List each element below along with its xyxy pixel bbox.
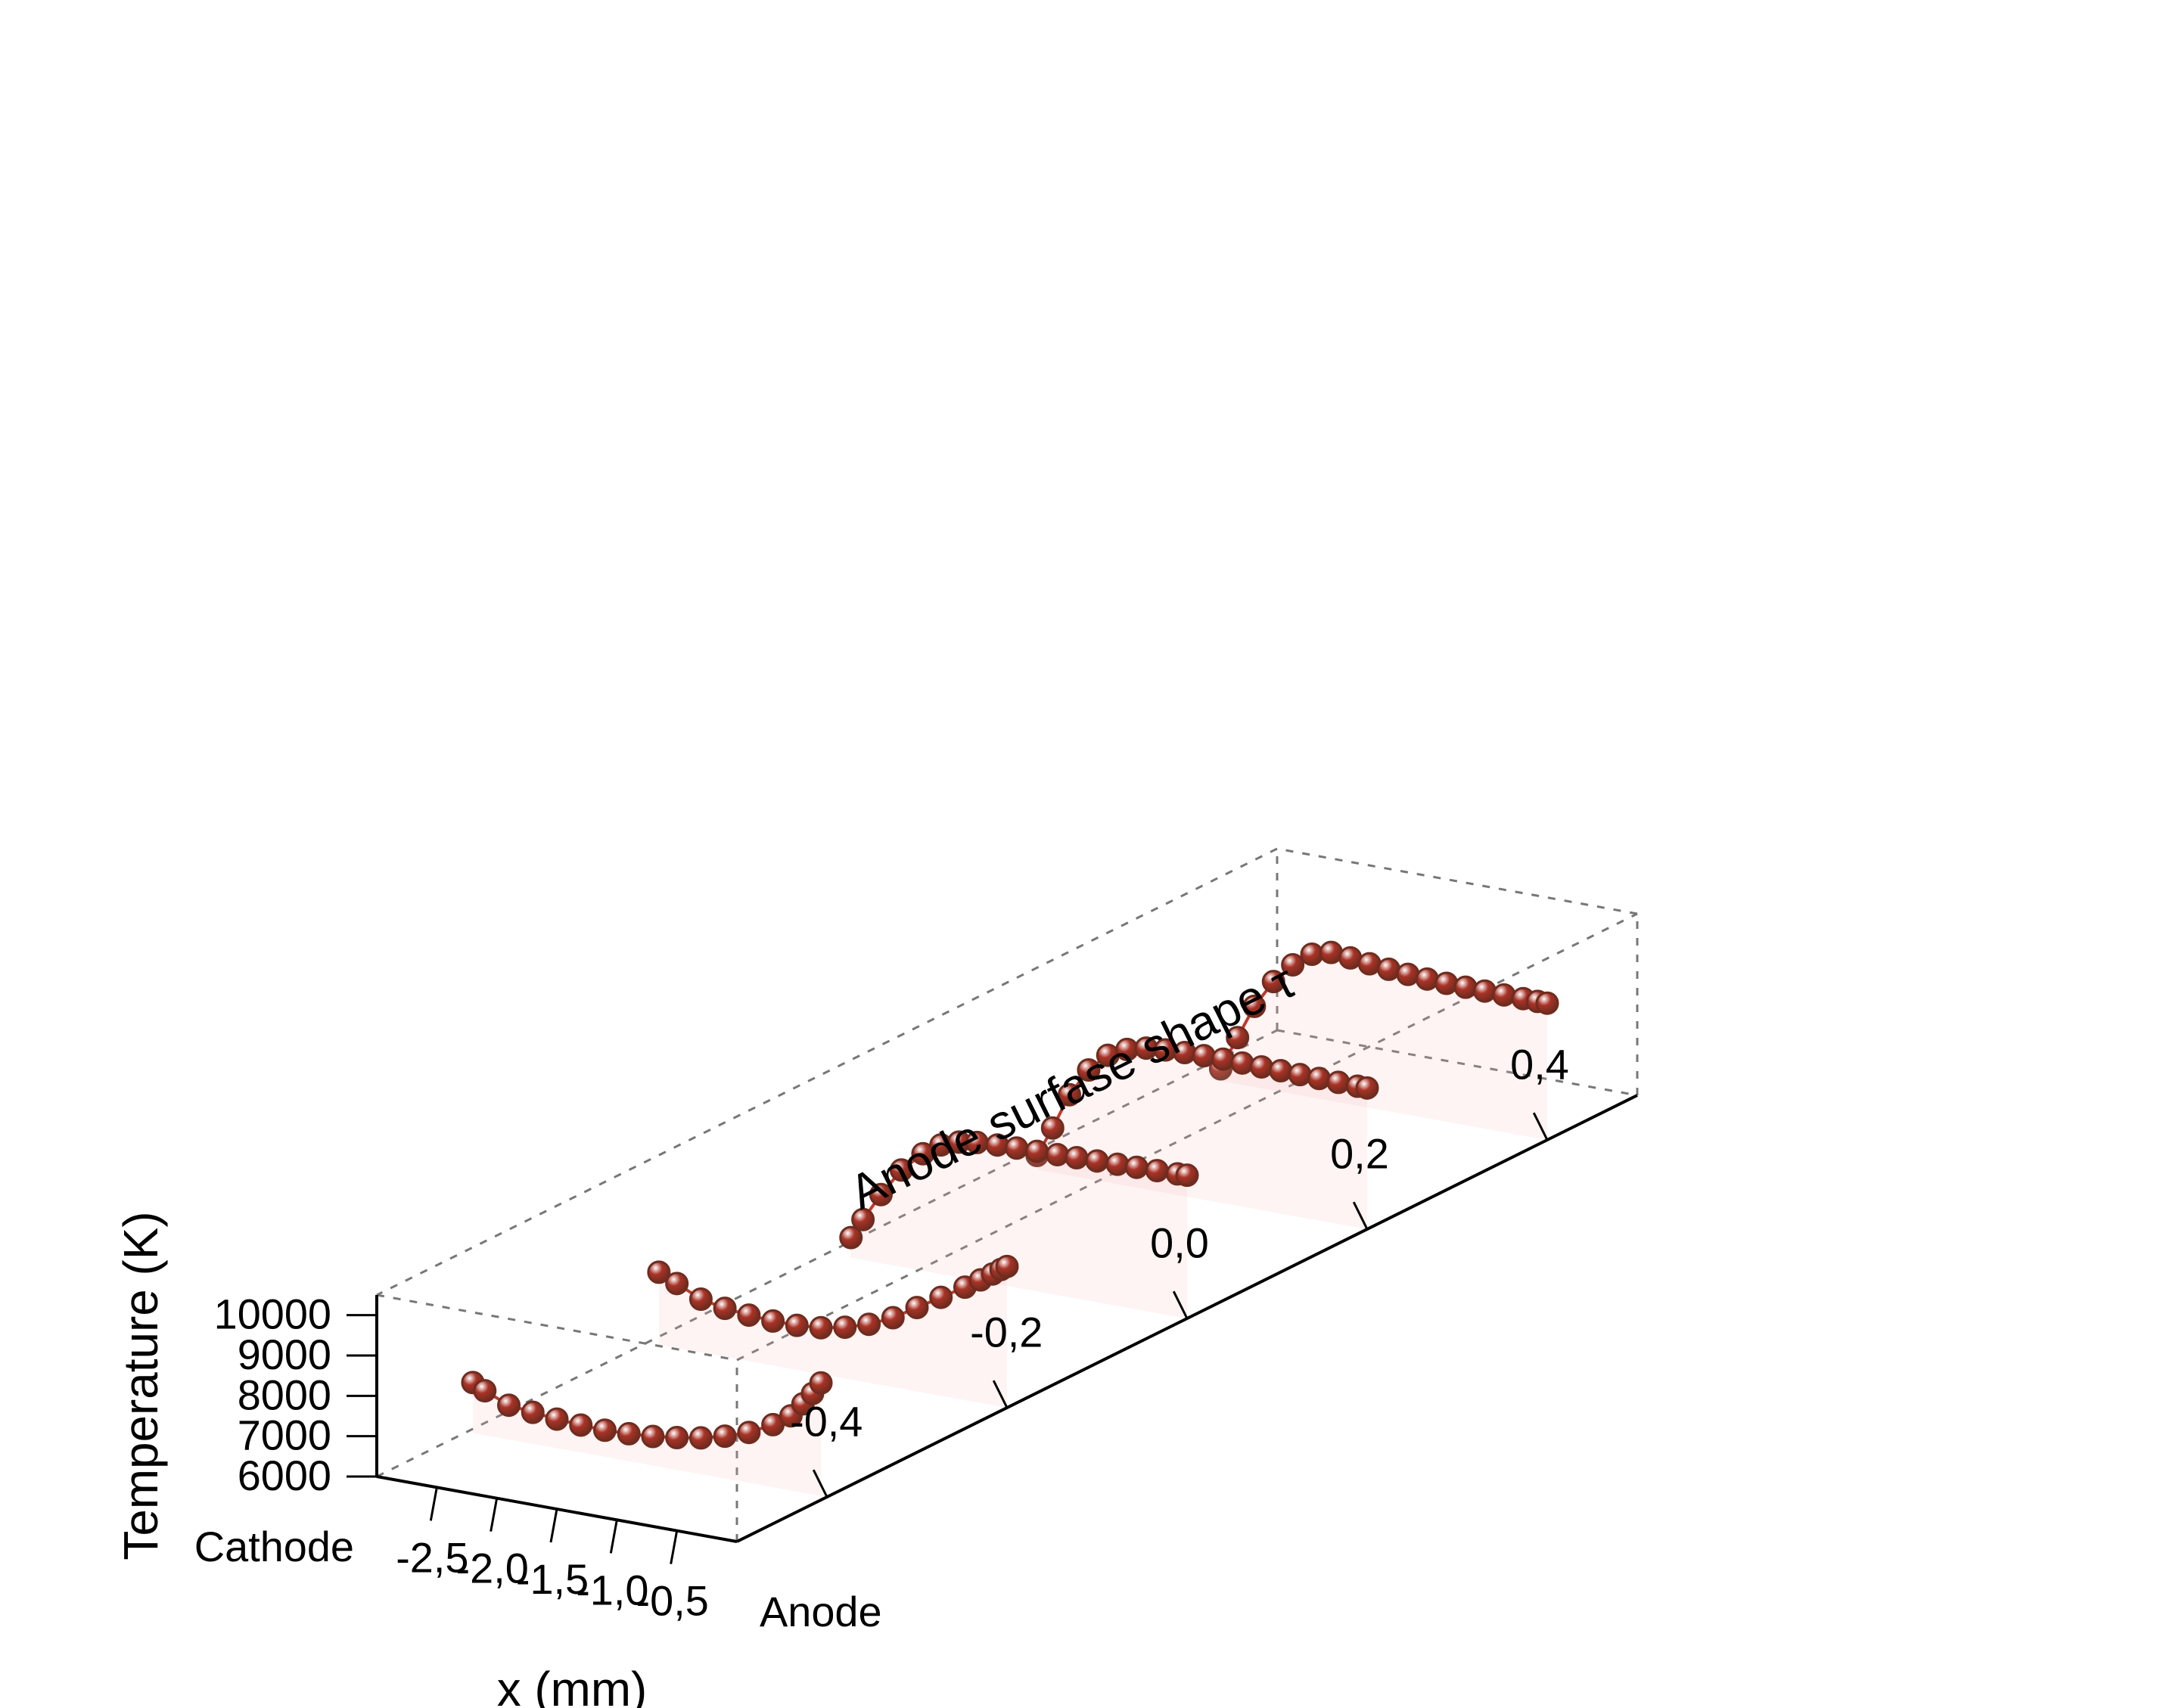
x-tick-label: -0,5 [636, 1577, 709, 1625]
data-marker [1379, 958, 1400, 980]
y-tick-label: 0,0 [1150, 1219, 1209, 1266]
x-end-label-cathode: Cathode [194, 1523, 354, 1570]
data-marker [738, 1305, 760, 1326]
data-marker [594, 1420, 615, 1441]
data-marker [522, 1402, 543, 1423]
data-marker [1340, 947, 1361, 968]
data-marker [1397, 964, 1419, 985]
data-marker [667, 1273, 688, 1294]
z-tick-label: 10000 [214, 1290, 331, 1338]
data-marker [690, 1289, 711, 1310]
y-tick-label: -0,4 [790, 1397, 863, 1445]
data-marker [1455, 977, 1476, 998]
data-marker [1251, 1056, 1272, 1077]
data-marker [1107, 1154, 1128, 1175]
data-marker [835, 1317, 856, 1338]
data-marker [1086, 1151, 1108, 1172]
data-marker [1176, 1165, 1198, 1186]
data-marker [714, 1298, 735, 1319]
data-marker [618, 1423, 639, 1444]
data-marker [690, 1427, 711, 1449]
data-marker [1270, 1061, 1291, 1082]
data-marker [1436, 973, 1457, 994]
z-axis-title: Temperature (K) [113, 1211, 168, 1560]
data-marker [667, 1427, 688, 1449]
y-tick-label: 0,4 [1510, 1040, 1569, 1088]
data-marker [763, 1310, 784, 1331]
series-tau [462, 1372, 831, 1496]
data-marker [1146, 1160, 1167, 1182]
data-marker [1416, 968, 1438, 989]
data-marker [1474, 980, 1495, 1002]
data-marker [499, 1395, 520, 1416]
data-marker [1494, 984, 1515, 1005]
data-marker [1213, 1048, 1234, 1070]
data-marker [738, 1422, 760, 1443]
y-tick-label: -0,2 [970, 1308, 1043, 1356]
data-marker [1047, 1144, 1068, 1165]
data-marker [1301, 943, 1323, 964]
data-marker [546, 1408, 567, 1430]
data-marker [1126, 1157, 1147, 1178]
data-marker [810, 1372, 831, 1393]
data-marker [996, 1256, 1018, 1277]
data-marker [786, 1315, 807, 1336]
x-axis-title: x (mm) [497, 1662, 648, 1708]
data-marker [1232, 1052, 1253, 1073]
series-group [462, 942, 1558, 1495]
data-marker [1328, 1072, 1349, 1093]
data-marker [474, 1380, 496, 1402]
data-marker [1027, 1141, 1048, 1162]
data-marker [1066, 1147, 1087, 1168]
data-marker [1359, 953, 1380, 974]
data-marker [882, 1307, 903, 1328]
series-tau [648, 1256, 1018, 1408]
data-marker [1320, 942, 1341, 963]
data-marker [570, 1415, 592, 1436]
temperature-3d-chart: -2,5-2,0-1,5-1,0-0,5CathodeAnodex (mm)-0… [0, 0, 2182, 1708]
y-tick-label: 0,2 [1330, 1129, 1389, 1177]
data-marker [810, 1317, 831, 1338]
data-marker [1537, 992, 1558, 1014]
data-marker [931, 1287, 952, 1308]
data-marker [1309, 1068, 1330, 1089]
data-marker [1357, 1077, 1378, 1098]
data-marker [642, 1426, 664, 1447]
x-end-label-anode: Anode [760, 1588, 882, 1635]
data-marker [859, 1314, 880, 1335]
data-marker [1289, 1064, 1310, 1085]
data-marker [906, 1297, 928, 1318]
data-marker [714, 1426, 735, 1447]
chart-svg: -2,5-2,0-1,5-1,0-0,5CathodeAnodex (mm)-0… [0, 0, 2182, 1708]
